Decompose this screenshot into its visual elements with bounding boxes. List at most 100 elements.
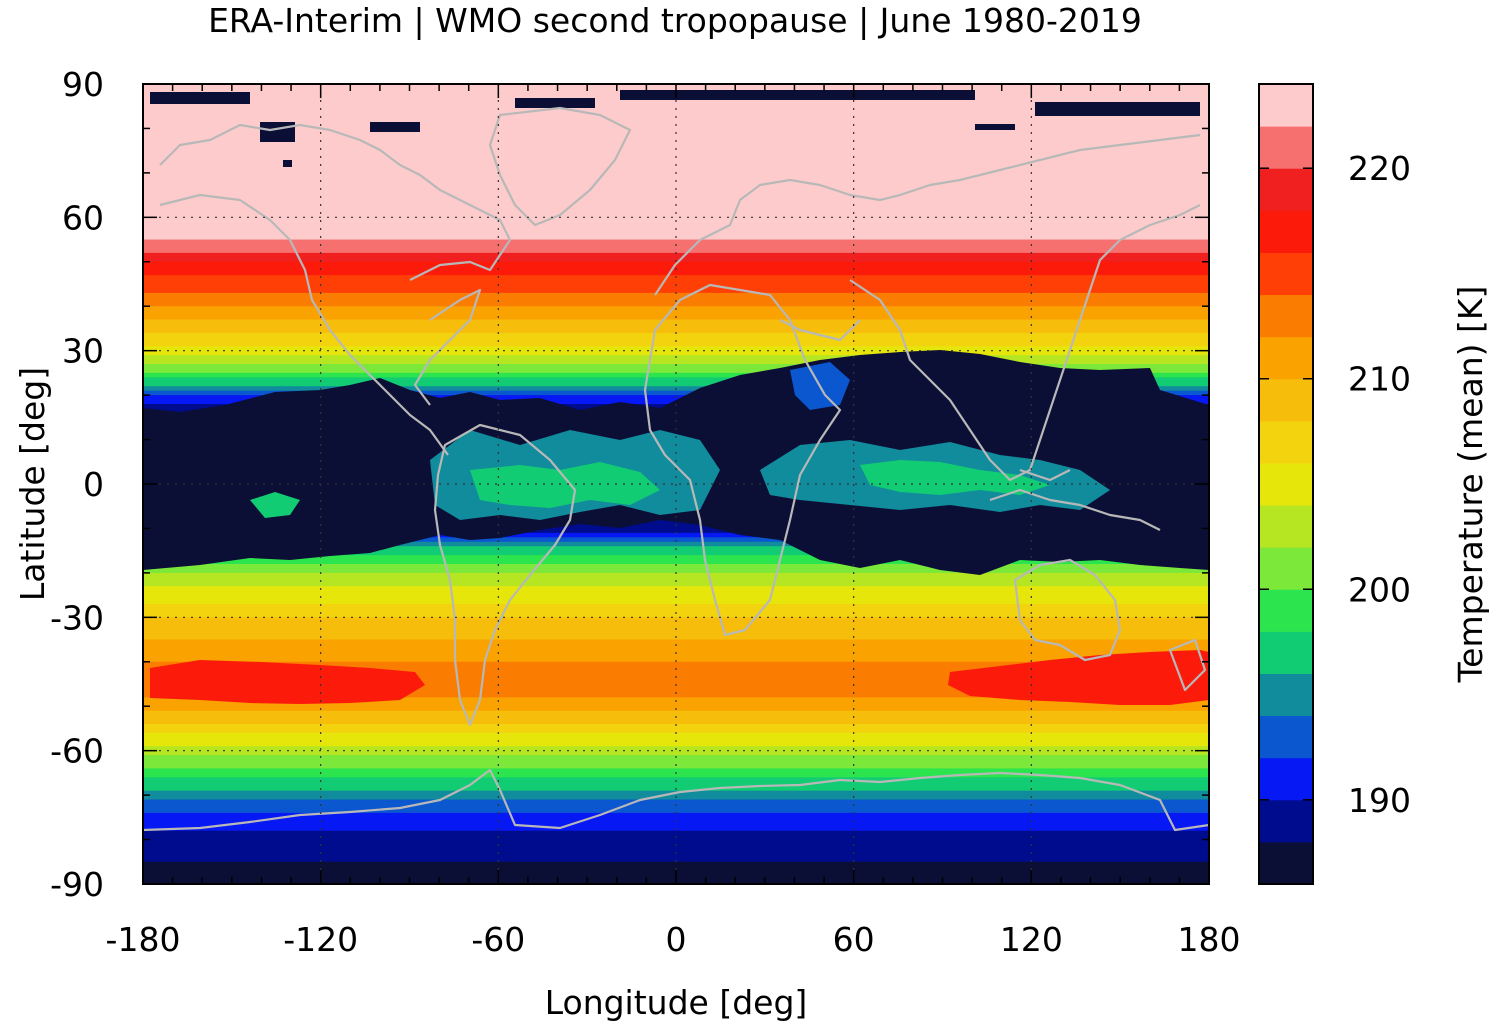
tropical-green-patch-indian [860, 460, 1050, 495]
colorbar-band [1259, 294, 1313, 338]
temperature-band [143, 537, 1209, 543]
temperature-band [143, 688, 1209, 694]
colorbar-band [1259, 378, 1313, 422]
temperature-band [143, 528, 1209, 534]
arctic-cold-blob [260, 122, 295, 142]
colorbar-band [1259, 841, 1313, 885]
temperature-band [143, 239, 1209, 245]
temperature-band [143, 852, 1209, 858]
temperature-band [143, 710, 1209, 716]
arctic-cold-blob [975, 124, 1015, 130]
temperature-band [143, 168, 1209, 174]
temperature-band [143, 150, 1209, 156]
chart-title: ERA-Interim | WMO second tropopause | Ju… [208, 1, 1142, 40]
temperature-band [143, 337, 1209, 343]
y-axis-label: Latitude [deg] [13, 367, 52, 601]
temperature-band [143, 230, 1209, 236]
south-pacific-warm-lobe [150, 660, 425, 704]
temperature-band [143, 808, 1209, 814]
x-tick-label: 60 [833, 920, 875, 959]
temperature-band [143, 812, 1209, 818]
coastline-maritime-continent [989, 468, 1161, 531]
arctic-cold-blob [620, 90, 975, 100]
arctic-cold-blob [515, 98, 595, 108]
arctic-cold-blob [1035, 102, 1200, 116]
temperature-band [143, 368, 1209, 374]
temperature-band [143, 324, 1209, 330]
temperature-band [143, 781, 1209, 787]
temperature-band [143, 830, 1209, 836]
temperature-band [143, 581, 1209, 587]
temperature-band [143, 652, 1209, 658]
temperature-band [143, 359, 1209, 365]
temperature-band [143, 297, 1209, 303]
temperature-band [143, 621, 1209, 627]
colorbar-band [1259, 252, 1313, 296]
temperature-band [143, 381, 1209, 387]
temperature-band [143, 768, 1209, 774]
temperature-band [143, 697, 1209, 703]
colorbar-band [1259, 673, 1313, 717]
temperature-band [143, 572, 1209, 578]
temperature-band [143, 817, 1209, 823]
x-tick-label: -120 [283, 920, 358, 959]
temperature-band [143, 244, 1209, 250]
temperature-band [143, 101, 1209, 107]
colorbar-bands [1259, 84, 1313, 885]
temperature-band [143, 132, 1209, 138]
temperature-band [143, 128, 1209, 134]
colorbar-band [1259, 168, 1313, 211]
x-tick-label: 120 [1000, 920, 1063, 959]
temperature-band [143, 181, 1209, 187]
temperature-band [143, 848, 1209, 854]
temperature-band [143, 350, 1209, 356]
coastline-greenland [488, 106, 632, 227]
temperature-band [143, 141, 1209, 147]
temperature-band [143, 772, 1209, 778]
temperature-band [143, 657, 1209, 663]
x-tick-label: 0 [666, 920, 687, 959]
temperature-band [143, 759, 1209, 765]
temperature-band [143, 670, 1209, 676]
temperature-band [143, 328, 1209, 334]
colorbar-tick-label: 210 [1348, 360, 1411, 399]
plot-grid [143, 84, 1209, 884]
temperature-band [143, 390, 1209, 396]
temperature-band [143, 644, 1209, 650]
colorbar-band [1259, 757, 1313, 801]
temperature-band [143, 590, 1209, 596]
temperature-band [143, 719, 1209, 725]
temperature-band [143, 844, 1209, 850]
colorbar-band [1259, 84, 1313, 127]
x-tick-labels: -180 -120 -60 0 60 120 180 [106, 920, 1241, 959]
temperature-band [143, 221, 1209, 227]
temperature-band [143, 568, 1209, 574]
colorbar-tick-label: 200 [1348, 570, 1411, 609]
temperature-band [143, 137, 1209, 143]
tropical-green-patch-pacific [250, 492, 300, 518]
temperature-band [143, 661, 1209, 667]
temperature-band [143, 372, 1209, 378]
plot-area [143, 84, 1209, 884]
temperature-band [143, 164, 1209, 170]
coastlines [143, 106, 1209, 832]
colorbar-label: Temperature (mean) [K] [1451, 286, 1490, 684]
temperature-band [143, 701, 1209, 707]
temperature-band [143, 604, 1209, 610]
temperature-band [143, 288, 1209, 294]
temperature-band [143, 799, 1209, 805]
x-tick-label: 180 [1178, 920, 1241, 959]
map-overlays [143, 90, 1209, 705]
temperature-band [143, 608, 1209, 614]
x-axis-label: Longitude [deg] [545, 983, 808, 1022]
coastline-asia [779, 204, 1201, 482]
temperature-band [143, 857, 1209, 863]
temperature-band [143, 732, 1209, 738]
temperature-band [143, 612, 1209, 618]
temperature-band [143, 292, 1209, 298]
tropical-green-patch-atlantic [470, 462, 660, 508]
temperature-band [143, 110, 1209, 116]
colorbar-tick-label: 220 [1348, 149, 1411, 188]
y-tick-label: 60 [62, 198, 104, 237]
